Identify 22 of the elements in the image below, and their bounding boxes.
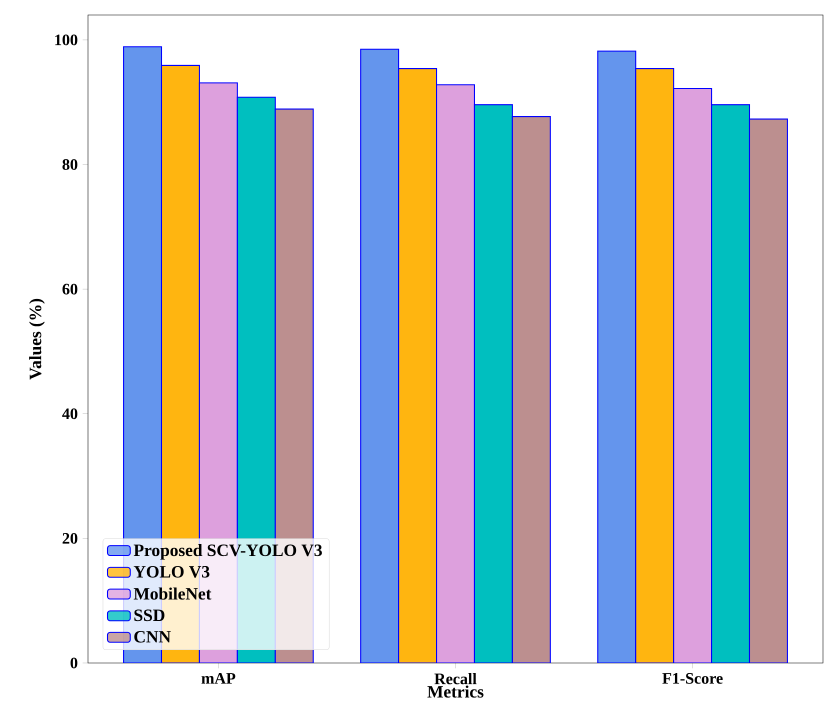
x-tick-label: F1-Score [662,673,723,684]
legend-label: CNN [134,630,171,643]
y-tick-label: 40 [62,408,78,420]
bar [597,50,636,663]
bar [436,84,475,663]
y-tick-label: 20 [62,532,78,544]
y-tick-label: 60 [62,284,78,295]
bar [673,88,712,663]
y-tick-label: 100 [55,34,78,46]
y-tick-label: 0 [70,658,78,668]
bar [360,48,400,663]
bar [474,104,513,663]
y-tick-label: 80 [62,159,78,170]
legend-label: SSD [134,609,164,622]
x-tick-label: mAP [202,673,236,684]
bar [711,104,750,663]
y-axis-title: Values (%) [29,298,45,380]
legend-label: MobileNet [134,587,212,600]
legend-label: YOLO V3 [134,566,210,578]
x-tick-label: Recall [434,673,477,684]
legend-label: Proposed SCV-YOLO V3 [134,544,322,560]
x-axis-title: Metrics [427,685,484,698]
